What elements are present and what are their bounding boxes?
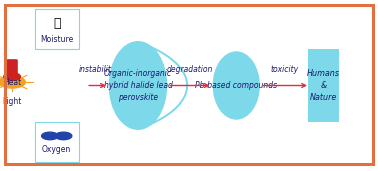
FancyBboxPatch shape xyxy=(35,9,79,49)
Circle shape xyxy=(55,132,72,140)
Text: Heat: Heat xyxy=(3,78,21,87)
Circle shape xyxy=(0,76,25,88)
Text: Pb-based compounds: Pb-based compounds xyxy=(195,81,277,90)
Text: toxicity: toxicity xyxy=(271,65,299,74)
Text: Moisture: Moisture xyxy=(40,35,73,44)
FancyBboxPatch shape xyxy=(308,49,339,122)
Text: 💧: 💧 xyxy=(53,17,60,30)
Circle shape xyxy=(42,132,58,140)
Text: Humans
&
Nature: Humans & Nature xyxy=(307,69,340,102)
Text: Organic-inorganic
hybrid halide lead
perovskite: Organic-inorganic hybrid halide lead per… xyxy=(104,69,172,102)
Circle shape xyxy=(4,73,20,80)
FancyBboxPatch shape xyxy=(7,60,17,76)
Text: degradation: degradation xyxy=(167,65,213,74)
FancyBboxPatch shape xyxy=(35,122,79,162)
Ellipse shape xyxy=(109,41,167,130)
Text: Light: Light xyxy=(2,97,22,106)
Text: Oxygen: Oxygen xyxy=(42,145,71,154)
Ellipse shape xyxy=(212,51,260,120)
Text: instability: instability xyxy=(79,65,116,74)
